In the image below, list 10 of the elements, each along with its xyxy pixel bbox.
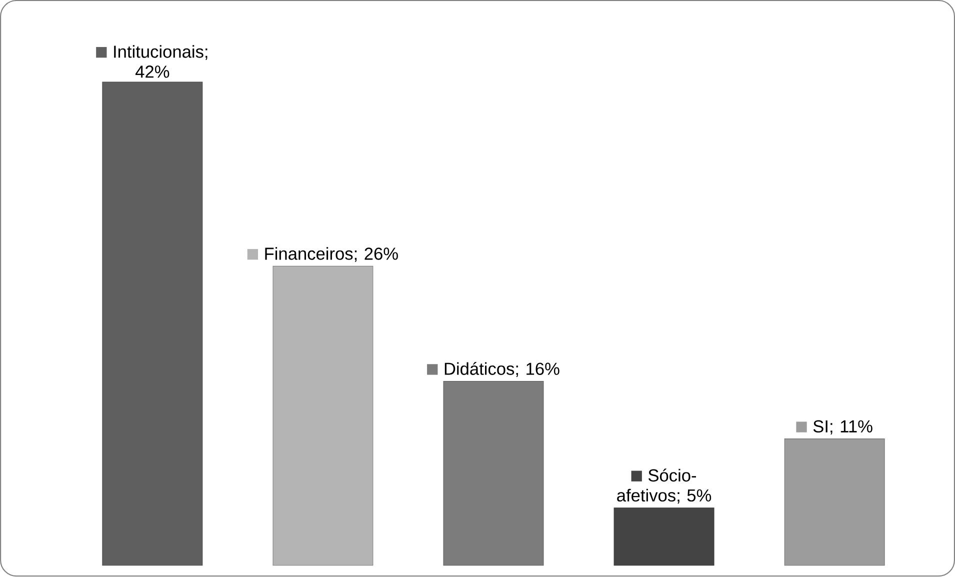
data-label: Didáticos; 16% xyxy=(444,362,560,378)
data-label: Financeiros; 26% xyxy=(265,247,398,262)
bar xyxy=(614,508,714,566)
data-label: Intitucionais; 42% xyxy=(114,45,208,78)
data-label: Sócio-afetivos; 5% xyxy=(617,468,712,504)
data-label: SI; 11% xyxy=(813,420,872,435)
bar xyxy=(102,82,203,566)
bar xyxy=(784,438,885,566)
bar xyxy=(443,381,544,566)
bar xyxy=(272,266,374,566)
